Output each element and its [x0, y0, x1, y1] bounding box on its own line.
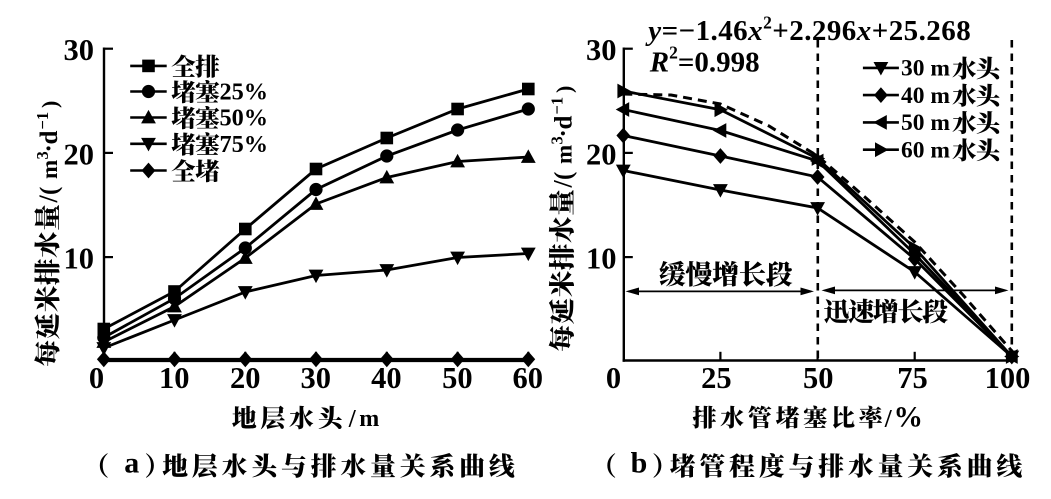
- svg-text:0: 0: [606, 361, 621, 395]
- svg-text:40 m: 40 m: [901, 83, 950, 109]
- svg-text:75%: 75%: [220, 131, 269, 158]
- svg-text:/: /: [549, 180, 578, 189]
- svg-text:25: 25: [701, 361, 732, 395]
- svg-text:m: m: [359, 406, 379, 432]
- svg-text:·: ·: [551, 129, 578, 137]
- svg-text:(: (: [36, 187, 63, 195]
- svg-text:m: m: [552, 145, 577, 164]
- svg-text:60 m: 60 m: [901, 137, 950, 163]
- svg-text:): ): [552, 86, 577, 93]
- svg-text:50: 50: [803, 361, 834, 395]
- svg-text:60: 60: [513, 361, 544, 395]
- svg-text:50 m: 50 m: [901, 110, 950, 136]
- svg-text:75: 75: [897, 361, 928, 395]
- svg-text:25%: 25%: [220, 79, 269, 106]
- svg-text:20: 20: [586, 137, 617, 171]
- svg-text:m: m: [37, 160, 62, 179]
- svg-text:%: %: [894, 401, 924, 433]
- svg-text:10: 10: [64, 242, 95, 276]
- svg-text:−1: −1: [548, 97, 567, 115]
- svg-text:/: /: [34, 195, 63, 204]
- svg-text:d: d: [36, 131, 63, 145]
- svg-text:3: 3: [548, 136, 567, 144]
- svg-text:3: 3: [33, 151, 52, 159]
- svg-text:R2=0.998: R2=0.998: [649, 42, 760, 78]
- svg-text:/: /: [348, 406, 357, 433]
- svg-text:(: (: [551, 172, 578, 180]
- svg-text:0: 0: [89, 361, 104, 395]
- svg-text:30 m: 30 m: [901, 56, 950, 82]
- svg-text:a: a: [124, 447, 139, 480]
- svg-text:·: ·: [36, 144, 63, 152]
- svg-text:y=−1.46x2+2.296x+25.268: y=−1.46x2+2.296x+25.268: [645, 12, 971, 47]
- svg-text:10: 10: [586, 242, 617, 276]
- svg-text:20: 20: [64, 137, 95, 171]
- svg-text:30: 30: [64, 33, 95, 67]
- svg-text:/: /: [884, 405, 893, 432]
- svg-text:100: 100: [985, 361, 1031, 395]
- svg-text:d: d: [551, 116, 578, 130]
- svg-text:): ): [37, 101, 62, 108]
- svg-text:−1: −1: [33, 112, 52, 130]
- svg-text:30: 30: [586, 33, 617, 67]
- svg-text:50%: 50%: [220, 105, 269, 132]
- svg-text:b: b: [631, 447, 648, 480]
